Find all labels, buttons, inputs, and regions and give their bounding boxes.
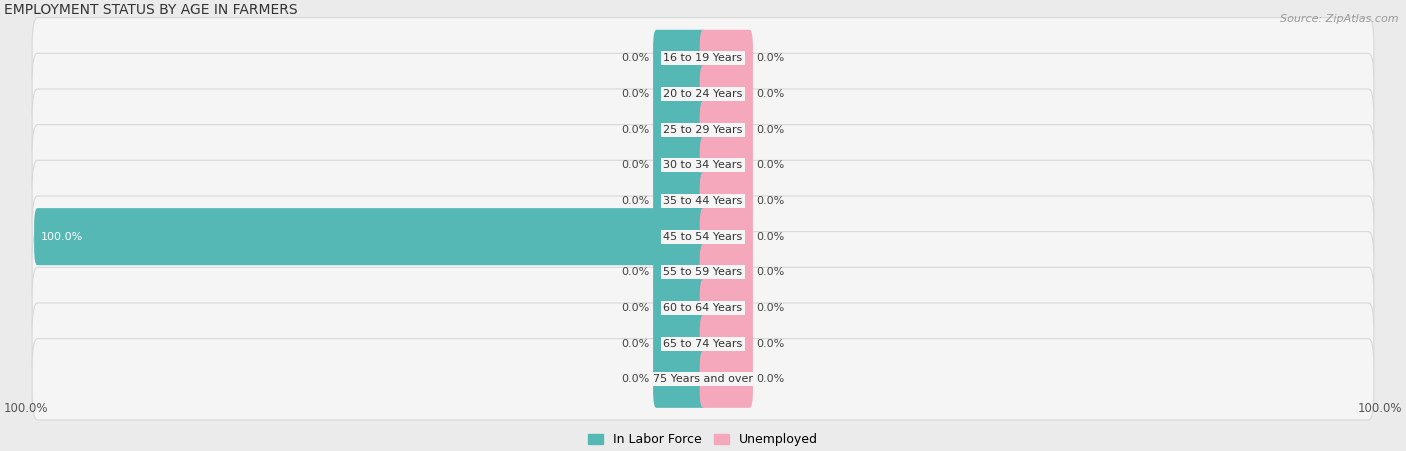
Text: 0.0%: 0.0% bbox=[756, 303, 785, 313]
Text: 0.0%: 0.0% bbox=[756, 53, 785, 63]
FancyBboxPatch shape bbox=[652, 351, 706, 408]
FancyBboxPatch shape bbox=[32, 89, 1374, 170]
Text: 16 to 19 Years: 16 to 19 Years bbox=[664, 53, 742, 63]
Text: 0.0%: 0.0% bbox=[756, 232, 785, 242]
Text: 0.0%: 0.0% bbox=[621, 196, 650, 206]
Text: 100.0%: 100.0% bbox=[41, 232, 83, 242]
Text: 0.0%: 0.0% bbox=[756, 160, 785, 170]
Text: 0.0%: 0.0% bbox=[756, 267, 785, 277]
FancyBboxPatch shape bbox=[652, 65, 706, 123]
Text: 0.0%: 0.0% bbox=[621, 303, 650, 313]
Text: EMPLOYMENT STATUS BY AGE IN FARMERS: EMPLOYMENT STATUS BY AGE IN FARMERS bbox=[4, 3, 298, 17]
Text: 60 to 64 Years: 60 to 64 Years bbox=[664, 303, 742, 313]
FancyBboxPatch shape bbox=[700, 315, 754, 372]
Text: 75 Years and over: 75 Years and over bbox=[652, 374, 754, 384]
FancyBboxPatch shape bbox=[652, 244, 706, 301]
Text: 0.0%: 0.0% bbox=[756, 89, 785, 99]
Text: Source: ZipAtlas.com: Source: ZipAtlas.com bbox=[1281, 14, 1399, 23]
FancyBboxPatch shape bbox=[32, 232, 1374, 313]
Text: 0.0%: 0.0% bbox=[621, 124, 650, 135]
FancyBboxPatch shape bbox=[32, 339, 1374, 420]
Text: 0.0%: 0.0% bbox=[621, 374, 650, 384]
FancyBboxPatch shape bbox=[700, 280, 754, 336]
FancyBboxPatch shape bbox=[700, 244, 754, 301]
FancyBboxPatch shape bbox=[32, 18, 1374, 99]
FancyBboxPatch shape bbox=[32, 53, 1374, 135]
Text: 0.0%: 0.0% bbox=[621, 53, 650, 63]
FancyBboxPatch shape bbox=[700, 208, 754, 265]
Text: 100.0%: 100.0% bbox=[1357, 402, 1402, 415]
FancyBboxPatch shape bbox=[700, 137, 754, 194]
FancyBboxPatch shape bbox=[652, 101, 706, 158]
FancyBboxPatch shape bbox=[32, 196, 1374, 277]
FancyBboxPatch shape bbox=[32, 267, 1374, 349]
Text: 35 to 44 Years: 35 to 44 Years bbox=[664, 196, 742, 206]
FancyBboxPatch shape bbox=[652, 172, 706, 230]
Text: 55 to 59 Years: 55 to 59 Years bbox=[664, 267, 742, 277]
Legend: In Labor Force, Unemployed: In Labor Force, Unemployed bbox=[583, 428, 823, 451]
Text: 100.0%: 100.0% bbox=[4, 402, 49, 415]
Text: 45 to 54 Years: 45 to 54 Years bbox=[664, 232, 742, 242]
Text: 0.0%: 0.0% bbox=[621, 89, 650, 99]
FancyBboxPatch shape bbox=[700, 30, 754, 87]
Text: 0.0%: 0.0% bbox=[756, 339, 785, 349]
FancyBboxPatch shape bbox=[32, 303, 1374, 384]
Text: 0.0%: 0.0% bbox=[621, 339, 650, 349]
FancyBboxPatch shape bbox=[32, 160, 1374, 242]
FancyBboxPatch shape bbox=[652, 137, 706, 194]
FancyBboxPatch shape bbox=[32, 124, 1374, 206]
Text: 25 to 29 Years: 25 to 29 Years bbox=[664, 124, 742, 135]
FancyBboxPatch shape bbox=[700, 65, 754, 123]
FancyBboxPatch shape bbox=[700, 101, 754, 158]
Text: 0.0%: 0.0% bbox=[621, 160, 650, 170]
FancyBboxPatch shape bbox=[700, 172, 754, 230]
FancyBboxPatch shape bbox=[652, 30, 706, 87]
FancyBboxPatch shape bbox=[652, 315, 706, 372]
FancyBboxPatch shape bbox=[652, 280, 706, 336]
FancyBboxPatch shape bbox=[34, 208, 706, 265]
FancyBboxPatch shape bbox=[700, 351, 754, 408]
Text: 0.0%: 0.0% bbox=[756, 124, 785, 135]
Text: 0.0%: 0.0% bbox=[756, 374, 785, 384]
Text: 65 to 74 Years: 65 to 74 Years bbox=[664, 339, 742, 349]
Text: 0.0%: 0.0% bbox=[621, 267, 650, 277]
Text: 30 to 34 Years: 30 to 34 Years bbox=[664, 160, 742, 170]
Text: 20 to 24 Years: 20 to 24 Years bbox=[664, 89, 742, 99]
Text: 0.0%: 0.0% bbox=[756, 196, 785, 206]
